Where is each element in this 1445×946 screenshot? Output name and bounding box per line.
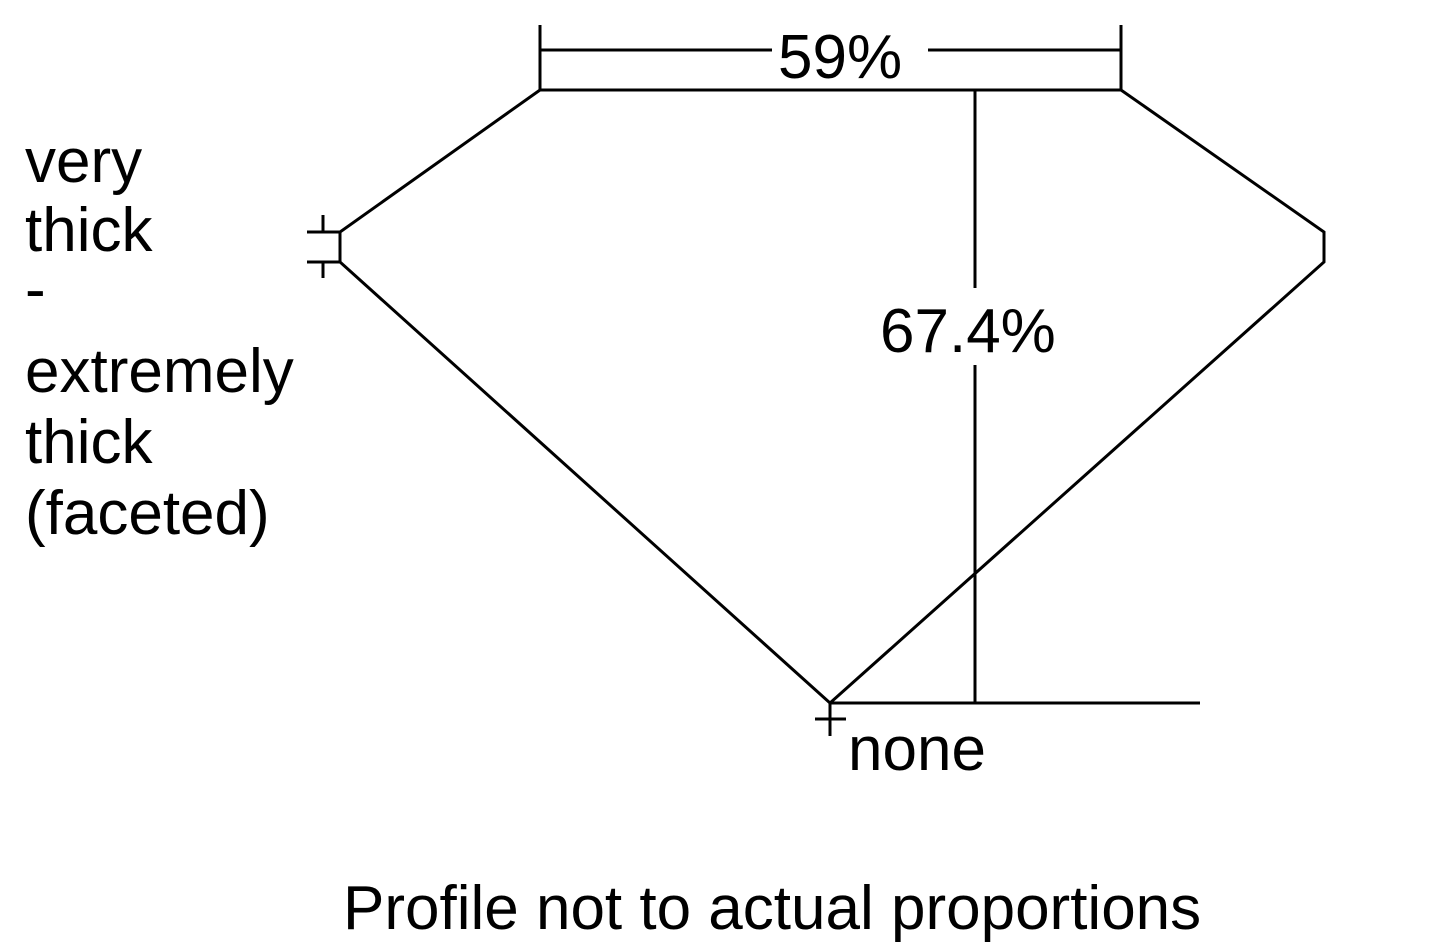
girdle-label-line: very xyxy=(25,127,142,196)
girdle-thickness-label: very thick - extremely thick (faceted) xyxy=(25,127,294,548)
depth-percentage-label: 67.4% xyxy=(880,297,1056,366)
gem-outline xyxy=(338,88,1326,706)
table-percentage-label: 59% xyxy=(778,23,902,92)
caption: Profile not to actual proportions xyxy=(343,874,1201,943)
girdle-label-line: (faceted) xyxy=(25,479,270,548)
girdle-label-line: extremely xyxy=(25,337,294,406)
girdle-label-line: - xyxy=(25,255,46,324)
girdle-label-line: thick xyxy=(25,408,153,477)
girdle-label-line: thick xyxy=(25,196,153,265)
culet-label: none xyxy=(848,715,986,784)
